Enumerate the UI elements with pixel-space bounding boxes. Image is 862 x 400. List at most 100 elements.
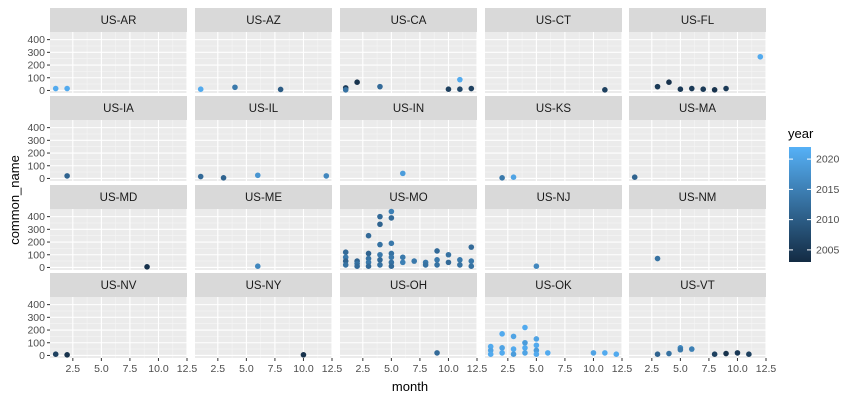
x-tick-label: 10.0 [583,363,604,375]
x-tick-label: 10.0 [438,363,459,375]
x-tick-label: 7.5 [268,363,283,375]
panel-grid [485,120,623,181]
data-point [499,345,505,351]
data-point [52,351,59,357]
y-tick-label: 200 [27,148,45,160]
facet-strip-label: US-IA [103,103,134,115]
facet-strip-label: US-MO [389,192,427,204]
data-point [723,85,729,92]
facet-strip-label: US-OH [390,280,427,292]
data-point [434,350,440,356]
data-point [522,350,528,356]
facet-strip [340,273,477,297]
data-point [323,173,330,179]
x-tick-label: 12.5 [756,363,777,375]
data-point [64,173,70,179]
legend-tick-label: 2020 [816,154,840,166]
data-point [220,175,227,181]
facet-strip [485,8,622,32]
facet-panel-us-nj: US-NJ [485,185,623,270]
x-tick-label: 2.5 [66,363,81,375]
data-point [499,350,505,356]
data-points [300,352,307,358]
facet-strip [50,273,187,297]
panel-grid [629,120,767,181]
data-points [487,324,620,357]
data-point [399,254,406,261]
y-tick-label: 400 [27,122,45,134]
facet-strip-label: US-CT [536,15,571,27]
data-points [52,351,70,358]
panel-grid [629,32,767,93]
facet-strip [629,185,766,209]
data-point [757,53,764,60]
panel-grid [485,297,623,358]
data-point [365,263,372,269]
data-point [277,86,284,93]
data-point [422,262,429,268]
x-tick-label: 12.5 [467,363,488,375]
data-point [388,208,395,215]
facet-panel-us-ks: US-KS [485,96,623,181]
facet-strip [195,8,332,32]
data-point [602,350,608,356]
facet-strip [195,185,332,209]
facet-panel-us-nv: US-NV [50,273,188,358]
x-tick-label: 10.0 [293,363,314,375]
facet-panel-us-ar: US-AR [50,8,188,93]
data-points [254,263,261,269]
y-tick-label: 400 [27,34,45,46]
data-point [377,257,383,263]
facet-panel-us-ct: US-CT [485,8,623,93]
data-point [468,263,475,269]
x-tick-label: 7.5 [702,363,717,375]
facet-panel-us-ny: US-NY [195,273,333,358]
data-point [499,175,505,181]
x-tick-label: 7.5 [558,363,573,375]
data-points [602,87,608,93]
facet-strip [485,185,622,209]
data-point [388,263,395,269]
panel-grid [340,120,478,181]
facet-panel-us-az: US-AZ [195,8,333,93]
y-tick-label: 300 [27,224,45,236]
facet-strip [195,273,332,297]
facet-strip-label: US-CA [391,15,427,27]
data-point [388,240,395,247]
data-point [434,257,440,263]
data-points [52,85,70,92]
panel-grid [195,209,333,270]
data-point [457,262,463,268]
legend-ticks: 2020 2015 2010 2005 [789,154,840,256]
facet-strip-label: US-IL [249,103,279,115]
y-axes: 0100200300400010020030040001002003004000… [27,34,50,362]
data-point [457,76,463,83]
data-point [377,213,383,220]
data-point [723,350,729,357]
x-tick-label: 12.5 [177,363,198,375]
data-point [434,248,440,254]
data-points [654,255,661,262]
y-tick-label: 300 [27,47,45,59]
facet-strip [340,185,477,209]
data-point [654,351,661,357]
data-point [377,83,383,90]
y-tick-label: 100 [27,72,45,84]
panel-grid [485,32,623,93]
data-point [342,262,349,268]
x-axes: 2.5 5.0 7.5 10.0 12.5 2.5 5.0 7.5 10.0 12.5 2.5 5.0… [66,358,777,375]
data-point [365,232,372,239]
facet-strip-label: US-IN [393,103,424,115]
panel-grid [195,32,333,93]
y-axis-title: common_name [7,155,22,245]
data-points [342,208,475,269]
data-point [711,87,718,93]
data-point [342,249,349,256]
data-points [197,84,284,93]
panel-grid [340,209,478,270]
y-tick-label: 100 [27,160,45,172]
panel-grid [340,297,478,358]
facet-strip-label: US-ME [245,192,282,204]
facet-strip [629,96,766,120]
data-point [445,259,452,266]
